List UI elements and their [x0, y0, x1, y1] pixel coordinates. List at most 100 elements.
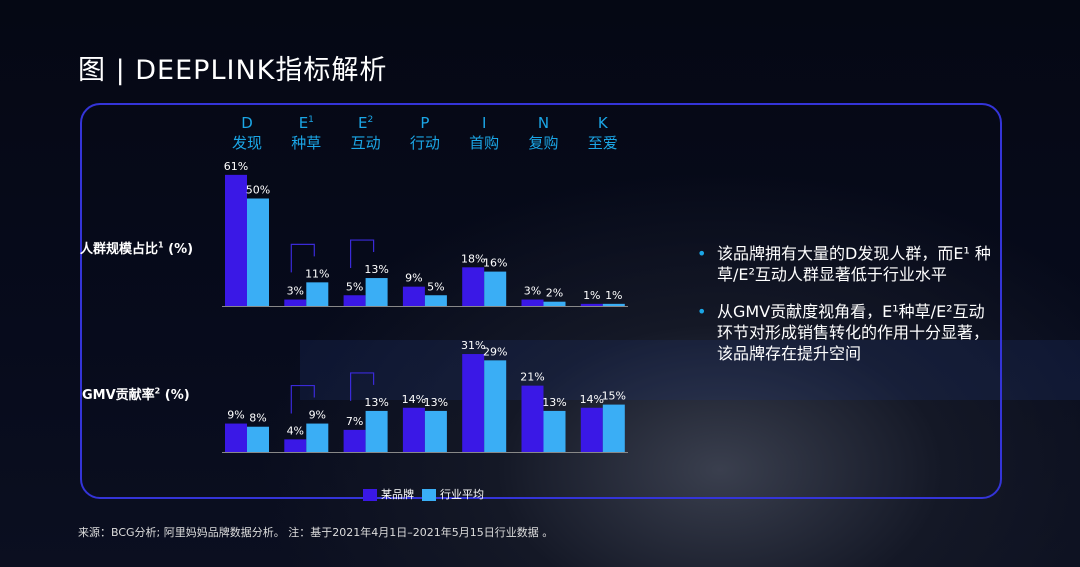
data-label: 1% [605, 289, 622, 302]
legend-label: 某品牌 [381, 488, 414, 501]
data-label: 18% [461, 252, 485, 265]
data-label: 13% [364, 396, 388, 409]
row-label-audience: 人群规模占比1 (%) [80, 238, 193, 257]
data-label: 15% [602, 390, 626, 403]
bar-industry [602, 404, 625, 452]
bullet-icon: • [697, 244, 707, 263]
bar-brand [580, 407, 603, 452]
stage-header: E2 互动 [337, 110, 395, 153]
highlight-bracket [350, 372, 375, 401]
bar-brand [225, 423, 247, 452]
data-label: 50% [246, 184, 270, 197]
data-label: 31% [461, 339, 485, 352]
bar-brand [521, 299, 544, 306]
insight-item: • 该品牌拥有大量的D发现人群，而E¹ 种草/E²互动人群显著低于行业水平 [695, 243, 995, 285]
bar-brand [462, 267, 485, 306]
data-label: 3% [287, 285, 304, 298]
stage-header: E1 种草 [277, 110, 335, 153]
data-label: 13% [424, 396, 448, 409]
background-band [300, 340, 1080, 400]
highlight-bracket [290, 243, 315, 273]
ylabel-sup: 1 [158, 240, 164, 250]
data-label: 21% [520, 371, 544, 384]
highlight-bracket [290, 384, 315, 414]
bar-industry [306, 282, 329, 306]
legend-label: 行业平均 [440, 488, 484, 501]
insights: • 该品牌拥有大量的D发现人群，而E¹ 种草/E²互动人群显著低于行业水平 • 从G… [695, 243, 995, 380]
stage-name: 行动 [409, 134, 440, 152]
bar-brand [580, 303, 603, 306]
data-label: 29% [483, 345, 507, 358]
stage-letter: E2 [357, 114, 374, 132]
data-label: 7% [346, 415, 363, 428]
bar-brand [343, 429, 366, 452]
ylabel-text: 人群规模占比 [80, 242, 159, 257]
ylabel-unit: (%) [164, 388, 190, 403]
stage-name: 发现 [231, 134, 262, 152]
insight-text: 该品牌拥有大量的D发现人群，而E¹ 种草/E²互动人群显著低于行业水平 [717, 244, 991, 284]
data-label: 9% [227, 409, 244, 422]
bar-industry [543, 410, 566, 452]
stage-header: K 至爱 [574, 110, 632, 153]
highlight-bracket [350, 239, 375, 269]
legend-swatch-industry [422, 489, 436, 501]
data-label: 9% [309, 409, 326, 422]
data-label: 14% [402, 393, 426, 406]
bar-industry [306, 423, 329, 452]
data-label: 13% [364, 263, 388, 276]
insight-text: 从GMV贡献度视角看，E¹种草/E²互动环节对形成销售转化的作用十分显著，该品牌… [717, 302, 990, 363]
bar-industry [247, 426, 269, 452]
ylabel-sup: 2 [154, 386, 161, 396]
data-label: 5% [346, 280, 363, 293]
legend-item-industry: 行业平均 [422, 486, 484, 502]
stage-name: 首购 [469, 134, 500, 152]
legend-item-brand: 某品牌 [363, 486, 414, 502]
data-label: 16% [483, 257, 507, 270]
bar-brand [402, 286, 425, 306]
bar-brand [284, 439, 307, 452]
legend: 某品牌 行业平均 [363, 486, 484, 502]
bar-brand [284, 299, 307, 306]
data-label: 1% [583, 289, 600, 302]
stage-letter: I [481, 114, 487, 132]
data-label: 61% [224, 160, 248, 173]
ylabel-unit: (%) [168, 242, 194, 257]
stage-name: 至爱 [587, 134, 618, 152]
data-label: 13% [542, 396, 566, 409]
data-label: 4% [287, 424, 304, 437]
data-label: 14% [580, 393, 604, 406]
data-label: 5% [427, 280, 444, 293]
bar-industry [424, 295, 447, 306]
legend-swatch-brand [363, 489, 377, 501]
bar-industry [365, 410, 388, 452]
row-label-gmv: GMV贡献率2 (%) [82, 384, 190, 403]
ylabel-text: GMV贡献率 [82, 388, 155, 403]
data-label: 8% [249, 412, 266, 425]
bar-industry [602, 303, 625, 306]
bar-brand [521, 385, 544, 452]
chart-panel [80, 103, 1002, 499]
page-title: 图 | DEEPLINK指标解析 [78, 55, 388, 86]
stage-letter: D [241, 114, 253, 132]
stage-name: 复购 [528, 134, 559, 152]
stage-letter: E1 [298, 114, 314, 132]
data-label: 9% [405, 272, 422, 285]
bar-industry [484, 360, 507, 452]
bar-industry [424, 410, 447, 452]
bar-industry [365, 278, 388, 306]
insight-item: • 从GMV贡献度视角看，E¹种草/E²互动环节对形成销售转化的作用十分显著，该品… [695, 301, 995, 364]
bullet-icon: • [697, 302, 707, 321]
stage-header: I 首购 [455, 110, 513, 153]
bar-industry [484, 271, 507, 306]
stage-name: 互动 [350, 134, 381, 152]
stage-letter: K [597, 114, 608, 132]
footnote: 来源：BCG分析; 阿里妈妈品牌数据分析。 注：基于2021年4月1日–2021… [78, 526, 554, 539]
bar-brand [225, 174, 247, 306]
data-label: 2% [546, 287, 563, 300]
stage-letter: N [537, 114, 550, 132]
data-label: 3% [524, 285, 541, 298]
bar-brand [462, 354, 485, 452]
stage-header: D 发现 [218, 110, 276, 153]
bar-brand [402, 407, 425, 452]
